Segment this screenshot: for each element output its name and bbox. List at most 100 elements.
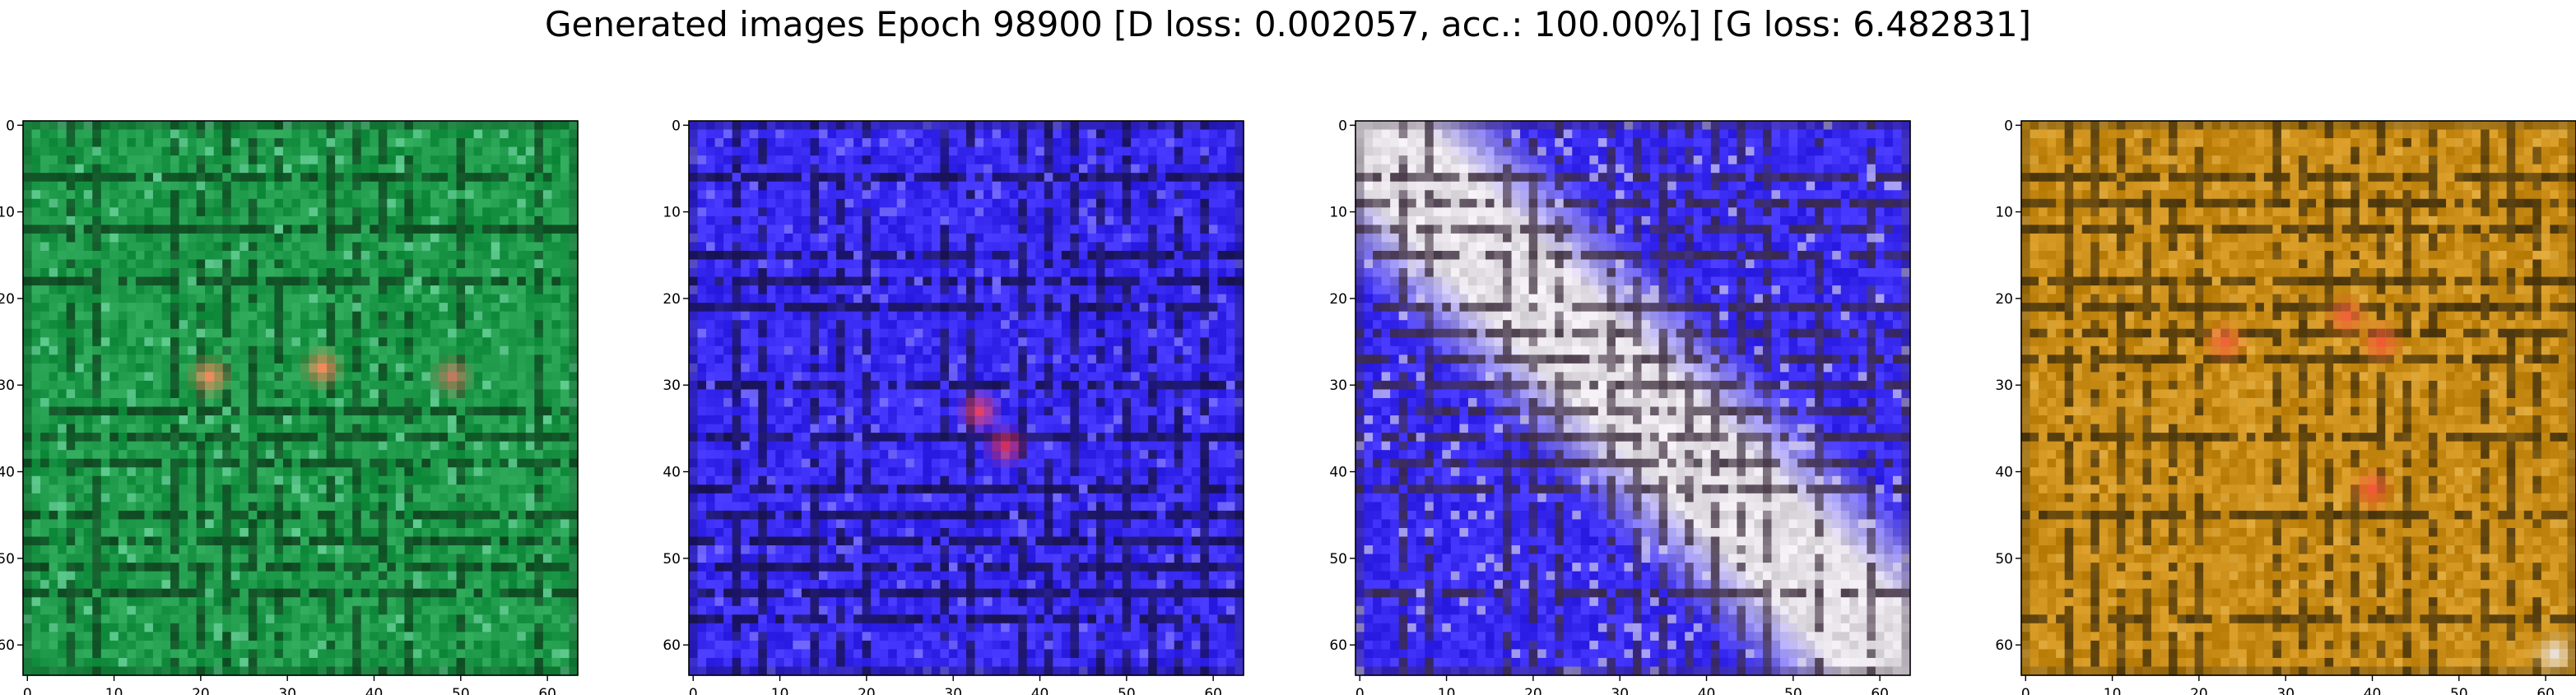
pixel-cell xyxy=(118,207,128,217)
pixel-cell xyxy=(948,138,959,148)
pixel-cell xyxy=(439,164,449,174)
pixel-cell xyxy=(309,450,319,460)
pixel-cell xyxy=(40,181,50,191)
pixel-cell xyxy=(40,493,50,503)
pixel-cell xyxy=(1183,181,1193,191)
pixel-cell xyxy=(853,190,863,200)
pixel-cell xyxy=(430,623,440,632)
pixel-cell xyxy=(170,276,180,286)
pixel-cell xyxy=(118,372,128,382)
pixel-cell xyxy=(404,268,414,278)
pixel-cell xyxy=(343,545,353,555)
pixel-cell xyxy=(92,303,102,313)
pixel-cell xyxy=(439,450,449,460)
pixel-cell xyxy=(517,207,527,217)
pixel-cell xyxy=(482,380,492,391)
pixel-cell xyxy=(448,657,458,668)
pixel-cell xyxy=(83,121,93,131)
pixel-cell xyxy=(1070,138,1080,148)
pixel-cell xyxy=(83,138,93,148)
pixel-cell xyxy=(473,268,483,278)
pixel-cell xyxy=(560,527,570,538)
pixel-cell xyxy=(31,571,41,581)
pixel-cell xyxy=(560,441,570,451)
pixel-cell xyxy=(439,337,449,347)
pixel-cell xyxy=(23,328,33,338)
pixel-cell xyxy=(421,354,431,364)
pixel-cell xyxy=(83,441,93,451)
pixel-cell xyxy=(448,389,458,399)
pixel-cell xyxy=(430,328,440,338)
pixel-cell xyxy=(1018,138,1028,148)
pixel-cell xyxy=(482,527,492,538)
pixel-cell xyxy=(144,571,154,581)
pixel-cell xyxy=(430,554,440,563)
pixel-cell xyxy=(109,510,119,521)
pixel-cell xyxy=(343,294,353,303)
pixel-cell xyxy=(188,337,198,347)
pixel-cell xyxy=(118,406,128,416)
pixel-cell xyxy=(31,328,41,338)
pixel-cell xyxy=(248,623,258,632)
pixel-cell xyxy=(83,155,93,165)
pixel-cell xyxy=(439,389,449,399)
pixel-cell xyxy=(222,475,232,485)
pixel-cell xyxy=(508,173,518,183)
pixel-cell xyxy=(1070,129,1080,139)
pixel-cell xyxy=(482,406,492,416)
pixel-cell xyxy=(1148,173,1158,183)
pixel-cell xyxy=(100,597,110,607)
pixel-cell xyxy=(118,198,128,208)
pixel-cell xyxy=(83,571,93,581)
pixel-cell xyxy=(222,276,232,286)
pixel-cell xyxy=(274,285,284,295)
pixel-cell xyxy=(1087,181,1097,191)
pixel-cell xyxy=(309,294,319,303)
pixel-cell xyxy=(40,527,50,538)
pixel-cell xyxy=(291,657,301,668)
pixel-cell xyxy=(161,276,171,286)
pixel-cell xyxy=(265,259,276,269)
pixel-cell xyxy=(818,181,829,191)
pixel-cell xyxy=(161,623,171,632)
pixel-cell xyxy=(508,502,518,512)
pixel-cell xyxy=(508,303,518,313)
pixel-cell xyxy=(170,519,180,529)
pixel-cell xyxy=(827,146,837,156)
pixel-cell xyxy=(179,554,188,563)
pixel-cell xyxy=(914,198,923,208)
pixel-cell xyxy=(58,424,67,433)
pixel-cell xyxy=(465,666,475,676)
pixel-cell xyxy=(439,285,449,295)
pixel-cell xyxy=(1122,155,1132,165)
pixel-cell xyxy=(714,207,724,217)
pixel-cell xyxy=(152,345,163,355)
pixel-cell xyxy=(491,433,500,442)
pixel-cell xyxy=(109,181,119,191)
pixel-cell xyxy=(404,527,414,538)
pixel-cell xyxy=(395,225,405,234)
pixel-cell xyxy=(456,276,466,286)
pixel-cell xyxy=(49,415,58,425)
pixel-cell xyxy=(335,605,345,615)
pixel-cell xyxy=(170,155,180,165)
pixel-cell xyxy=(92,406,102,416)
pixel-cell xyxy=(213,276,223,286)
pixel-cell xyxy=(300,519,310,529)
pixel-cell xyxy=(1200,207,1210,217)
pixel-cell xyxy=(309,276,319,286)
pixel-cell xyxy=(265,389,276,399)
pixel-cell xyxy=(23,597,33,607)
pixel-cell xyxy=(352,225,362,234)
pixel-cell xyxy=(551,666,561,676)
pixel-cell xyxy=(196,605,206,615)
pixel-cell xyxy=(766,146,776,156)
pixel-cell xyxy=(1183,215,1193,225)
pixel-cell xyxy=(66,242,76,252)
pixel-cell xyxy=(534,320,544,330)
pixel-cell xyxy=(387,363,397,373)
pixel-cell xyxy=(551,450,561,460)
pixel-cell xyxy=(448,424,458,433)
pixel-cell xyxy=(205,389,215,399)
